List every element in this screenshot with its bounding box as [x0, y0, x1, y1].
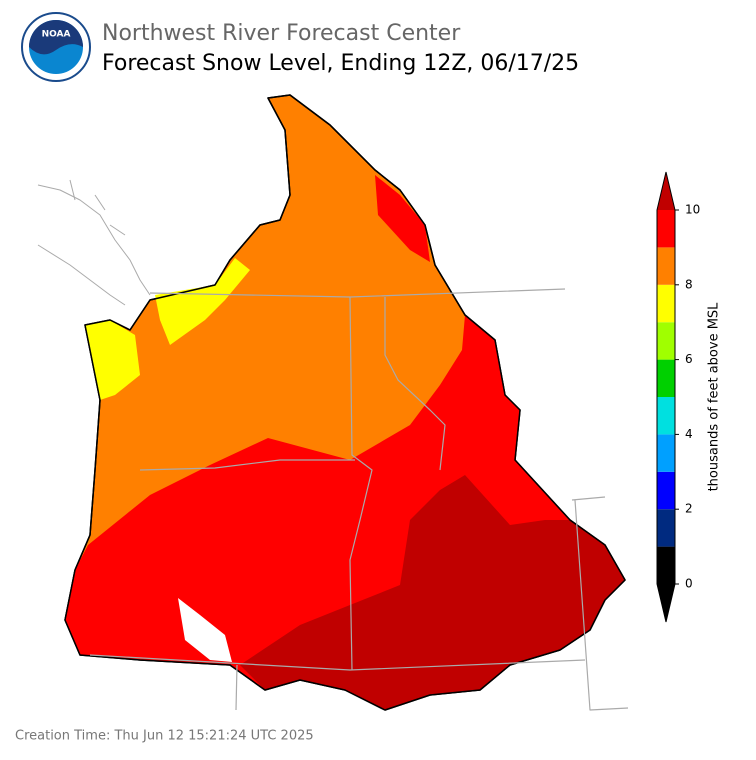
colorbar-segment	[657, 210, 675, 248]
colorbar-segment	[657, 546, 675, 584]
colorbar: 0 2 4 6 8 10	[656, 171, 700, 623]
region-dark-red	[240, 475, 625, 710]
colorbar-segment	[657, 284, 675, 323]
agency-title: Northwest River Forecast Center	[102, 21, 461, 46]
region-white-gap	[178, 598, 232, 662]
colorbar-segment	[657, 397, 675, 435]
colorbar-over	[657, 172, 675, 210]
colorbar-segment	[657, 359, 675, 397]
region-yellow	[155, 258, 250, 345]
colorbar-label: thousands of feet above MSL	[707, 302, 722, 492]
colorbar-segment	[657, 509, 675, 547]
colorbar-tick-label: 6	[685, 352, 693, 366]
colorbar-segment	[657, 471, 675, 510]
region-red-ne	[375, 175, 430, 262]
colorbar-tick-label: 4	[685, 427, 693, 441]
logo-text: NOAA	[42, 30, 71, 40]
colorbar-segment	[657, 247, 675, 285]
outline	[64, 94, 626, 711]
colorbar-tick-label: 8	[685, 277, 693, 291]
colorbar-under	[657, 584, 675, 622]
region-yellow	[85, 320, 140, 400]
map-title: Forecast Snow Level, Ending 12Z, 06/17/2…	[102, 51, 579, 76]
colorbar-tick-label: 0	[685, 577, 693, 591]
colorbar-segment	[657, 434, 675, 472]
coastline-bc	[37, 179, 151, 306]
colorbar-tick-label: 2	[685, 502, 693, 516]
state-borders	[89, 288, 629, 711]
noaa-logo: NOAA	[21, 12, 91, 82]
creation-time: Creation Time: Thu Jun 12 15:21:24 UTC 2…	[15, 729, 314, 744]
colorbar-segment	[657, 322, 675, 360]
map	[37, 94, 629, 711]
colorbar-tick-label: 10	[685, 203, 700, 217]
